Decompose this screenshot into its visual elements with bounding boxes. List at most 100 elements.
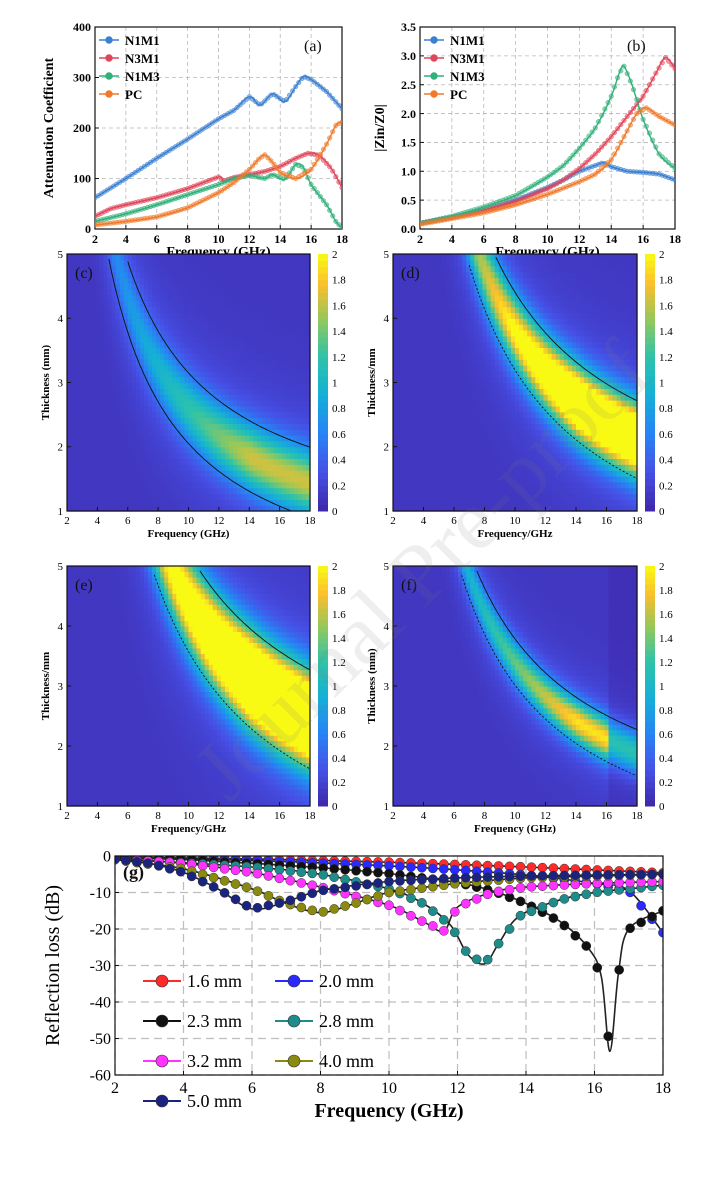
heatmap-cell <box>510 300 516 308</box>
heatmap-cell <box>204 499 210 506</box>
heatmap-cell <box>172 312 177 319</box>
heatmap-cell <box>277 364 283 372</box>
heatmap-cell <box>160 376 165 384</box>
heatmap-cell <box>478 376 484 384</box>
heatmap-cell <box>429 429 435 436</box>
heatmap-cell <box>437 376 443 384</box>
heatmap-cell <box>233 423 238 430</box>
heatmap-cell <box>277 417 283 424</box>
heatmap-cell <box>71 388 76 395</box>
data-point <box>265 155 271 161</box>
heatmap-cell <box>482 294 488 302</box>
heatmap-cell <box>111 452 117 460</box>
heatmap-cell <box>273 481 279 489</box>
heatmap-cell <box>253 405 258 413</box>
heatmap-cell <box>273 370 279 378</box>
heatmap-cell <box>293 481 299 489</box>
colorbar-cell <box>318 453 328 461</box>
heatmap-cell <box>111 294 117 302</box>
heatmap-cell <box>224 464 230 471</box>
heatmap-cell <box>273 475 279 483</box>
heatmap-cell <box>224 458 230 465</box>
heatmap-cell <box>429 359 435 366</box>
heatmap-cell <box>401 435 406 442</box>
heatmap-cell <box>478 254 484 261</box>
heatmap-cell <box>79 411 84 419</box>
heatmap-cell <box>425 400 431 407</box>
heatmap-cell <box>241 464 246 471</box>
heatmap-cell <box>208 475 214 483</box>
heatmap-cell <box>172 481 177 489</box>
heatmap-cell <box>486 300 492 308</box>
heatmap-cell <box>208 499 214 506</box>
heatmap-cell <box>397 405 402 413</box>
heatmap-cell <box>119 271 125 278</box>
heatmap-cell <box>253 370 258 378</box>
heatmap-cell <box>135 271 141 278</box>
heatmap-cell <box>79 382 84 389</box>
heatmap-cell <box>71 475 76 483</box>
heatmap-cell <box>257 254 262 261</box>
heatmap-cell <box>297 289 303 296</box>
heatmap-cell <box>409 464 414 471</box>
heatmap-cell <box>200 359 206 366</box>
heatmap-cell <box>257 265 262 273</box>
heatmap-cell <box>224 329 230 337</box>
data-point <box>608 93 614 99</box>
heatmap-cell <box>462 417 467 424</box>
legend-marker <box>105 72 113 80</box>
heatmap-cell <box>83 370 88 378</box>
heatmap-cell <box>413 353 418 360</box>
legend-label: N3M1 <box>450 51 485 66</box>
heatmap-cell <box>95 277 100 284</box>
heatmap-cell <box>87 294 92 302</box>
heatmap-cell <box>143 259 149 267</box>
heatmap-cell <box>220 411 226 419</box>
heatmap-cell <box>393 475 398 483</box>
heatmap-cell <box>111 470 117 477</box>
heatmap-cell <box>168 324 173 331</box>
heatmap-cell <box>184 294 190 302</box>
y-tick-label: 400 <box>73 20 91 34</box>
heatmap-cell <box>281 475 287 483</box>
heatmap-cell <box>297 306 303 314</box>
heatmap-cell <box>176 347 181 354</box>
data-point <box>339 225 342 229</box>
heatmap-cell <box>515 359 520 366</box>
heatmap-cell <box>164 429 169 436</box>
colorbar-cell <box>318 356 328 364</box>
heatmap-cell <box>397 423 402 430</box>
heatmap-cell <box>139 446 145 454</box>
heatmap-cell <box>200 254 206 261</box>
heatmap-cell <box>249 435 254 442</box>
heatmap-cell <box>115 329 121 337</box>
heatmap-cell <box>229 324 234 331</box>
heatmap-cell <box>421 289 427 296</box>
heatmap-cell <box>425 411 431 419</box>
heatmap-cell <box>417 359 423 366</box>
heatmap-cell <box>273 294 279 302</box>
heatmap-cell <box>277 329 283 337</box>
heatmap-cell <box>297 318 303 325</box>
heatmap-cell <box>220 405 226 413</box>
colorbar-cell <box>318 376 328 383</box>
x-axis-label: Frequency (GHz) <box>148 528 230 540</box>
colorbar-cell <box>318 388 328 396</box>
heatmap-cell <box>449 440 455 448</box>
heatmap-cell <box>71 329 76 337</box>
heatmap-cell <box>212 324 218 331</box>
heatmap-cell <box>143 400 149 407</box>
heatmap-cell <box>393 499 398 506</box>
x-tick-label: 14 <box>244 515 256 527</box>
heatmap-cell <box>143 324 149 331</box>
heatmap-cell <box>289 499 295 506</box>
heatmap-cell <box>95 312 100 319</box>
heatmap-cell <box>196 364 202 372</box>
data-point <box>290 88 296 94</box>
heatmap-cell <box>143 347 149 354</box>
data-point <box>324 141 330 147</box>
heatmap-cell <box>510 335 516 343</box>
heatmap-cell <box>397 335 402 343</box>
heatmap-cell <box>99 429 105 436</box>
y-tick-label: 2.5 <box>401 78 416 92</box>
